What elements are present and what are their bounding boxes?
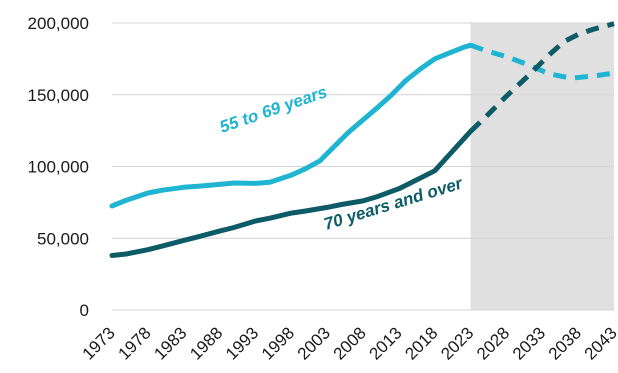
x-tick-label: 2043	[581, 323, 618, 363]
y-tick-label: 200,000	[28, 14, 89, 33]
x-tick-label: 2028	[473, 323, 513, 363]
series-lines	[109, 21, 615, 258]
y-tick-label: 100,000	[28, 158, 89, 177]
x-tick-label: 2018	[401, 323, 441, 363]
series-line-70-and-over-projection	[468, 21, 615, 134]
series-line-70-and-over-historical	[109, 128, 474, 258]
x-tick-label: 2013	[366, 323, 406, 363]
x-tick-label: 1993	[222, 323, 262, 363]
x-tick-label: 2023	[437, 323, 477, 363]
x-tick-label: 1983	[150, 323, 190, 363]
x-tick-label: 2008	[330, 323, 370, 363]
x-tick-label: 2038	[545, 323, 585, 363]
series-label-55-to-69: 55 to 69 years	[217, 82, 330, 137]
y-tick-label: 150,000	[28, 86, 89, 105]
x-tick-label: 1978	[115, 323, 155, 363]
series-line-55-to-69-projection	[469, 42, 615, 81]
x-tick-label: 1998	[258, 323, 298, 363]
y-tick-label: 50,000	[37, 229, 89, 248]
y-axis: 0 50,000 100,000 150,000 200,000	[28, 14, 89, 320]
x-tick-label: 2003	[294, 323, 334, 363]
y-tick-label: 0	[80, 301, 89, 320]
series-line-55-to-69-historical	[109, 42, 474, 209]
x-tick-label: 1988	[186, 323, 226, 363]
x-axis: 1973197819831988199319982003200820132018…	[79, 323, 618, 363]
series-labels: 55 to 69 years 70 years and over	[217, 82, 466, 234]
x-tick-label: 1973	[79, 323, 119, 363]
x-tick-label: 2033	[509, 323, 549, 363]
